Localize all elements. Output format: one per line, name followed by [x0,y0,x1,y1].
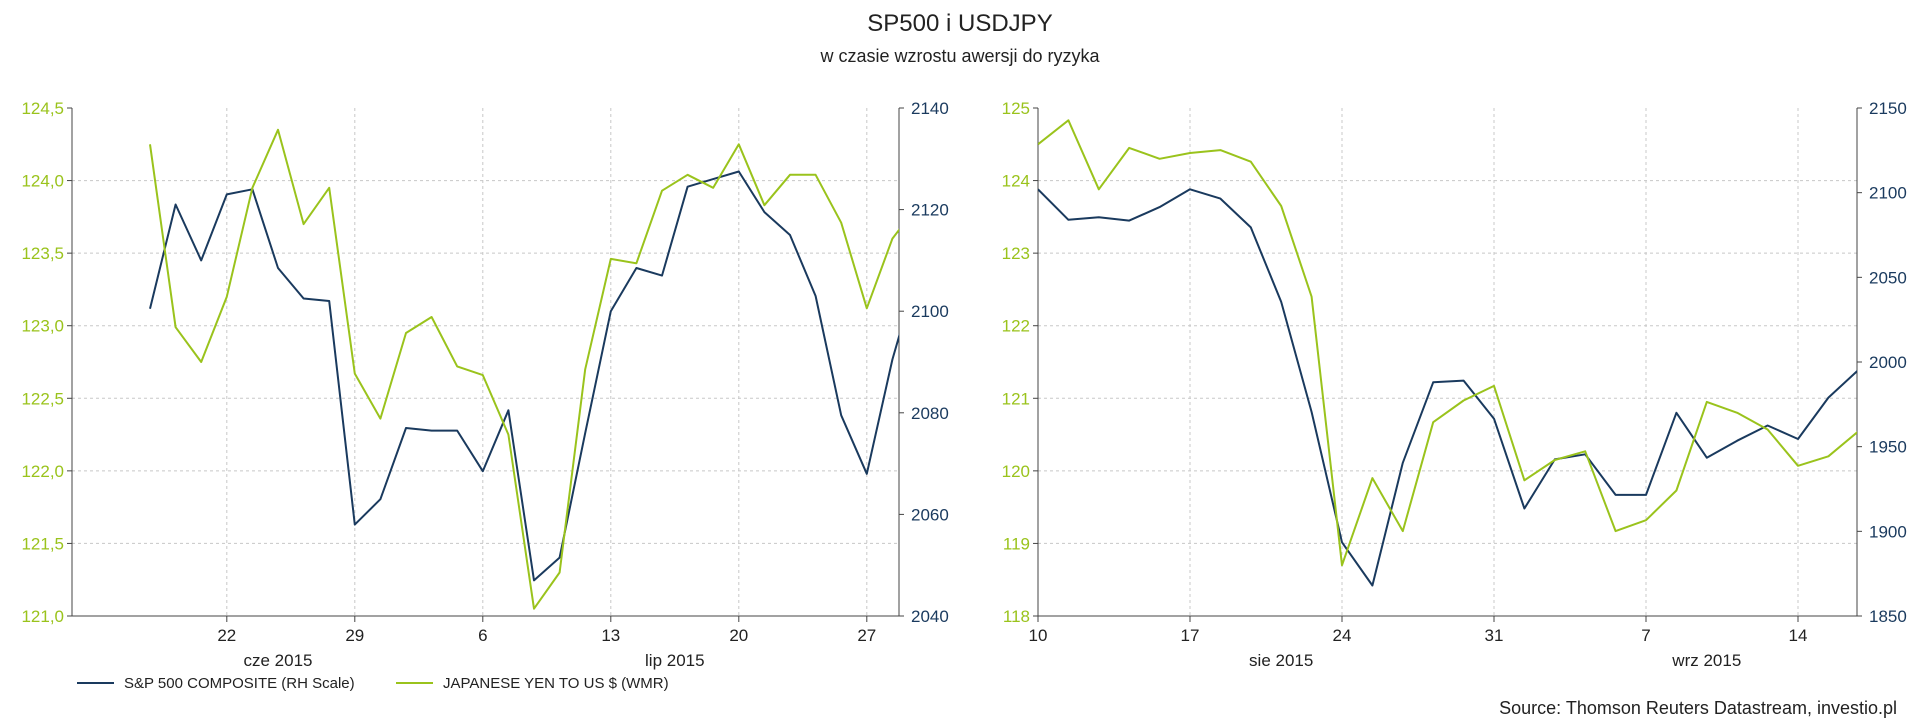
y-right-tick-label: 2060 [911,505,949,524]
series-line-usdjpy [1038,119,1857,567]
x-month-label: sie 2015 [1249,651,1313,670]
legend: S&P 500 COMPOSITE (RH Scale) JAPANESE YE… [77,675,669,692]
x-tick-label: 14 [1789,626,1808,645]
series-line-sp500 [149,170,899,582]
y-left-tick-label: 121,0 [21,607,64,626]
x-tick-label: 24 [1333,626,1352,645]
y-right-tick-label: 2100 [1869,184,1907,203]
right-panel: 118 119 120 121 122 123 124 125 1850 1900 1950 2000… [1002,99,1907,670]
y-left-tick-label: 122 [1002,317,1030,336]
y-right-tick-label: 2050 [1869,268,1907,287]
y-right-tick-label: 2000 [1869,353,1907,372]
legend-label-usdjpy: JAPANESE YEN TO US $ (WMR) [443,675,669,692]
x-tick-label: 13 [601,626,620,645]
x-month-label: wrz 2015 [1671,651,1741,670]
x-tick-label: 31 [1485,626,1504,645]
x-tick-label: 7 [1641,626,1650,645]
y-left-tick-label: 122,0 [21,462,64,481]
left-panel: 121,0 121,5 122,0 122,5 123,0 123,5 124,0 124,5… [21,99,949,670]
chart-subtitle: w czasie wzrostu awersji do ryzyka [819,46,1100,66]
series-line-usdjpy [149,128,899,610]
y-right-tick-label: 2080 [911,404,949,423]
y-left-tick-label: 125 [1002,99,1030,118]
x-tick-label: 27 [857,626,876,645]
y-right-tick-label: 1850 [1869,607,1907,626]
y-left-tick-label: 121,5 [21,534,64,553]
y-right-tick-label: 1950 [1869,438,1907,457]
chart-title: SP500 i USDJPY [867,10,1052,37]
series-line-sp500 [1038,188,1857,587]
y-left-tick-label: 119 [1003,534,1030,553]
y-right-tick-label: 2150 [1869,99,1907,118]
y-left-tick-label: 120 [1002,462,1030,481]
x-tick-label: 22 [217,626,236,645]
source-note: Source: Thomson Reuters Datastream, inve… [1499,698,1897,718]
x-month-label: cze 2015 [244,651,313,670]
x-tick-label: 6 [478,626,487,645]
y-right-tick-label: 2040 [911,607,949,626]
x-tick-label: 10 [1029,626,1048,645]
y-right-tick-label: 2120 [911,201,949,220]
y-left-tick-label: 124,5 [21,99,64,118]
legend-label-sp500: S&P 500 COMPOSITE (RH Scale) [124,675,355,692]
x-tick-label: 17 [1181,626,1200,645]
y-left-tick-label: 124,0 [21,172,64,191]
y-left-tick-label: 124 [1002,172,1030,191]
x-tick-label: 20 [729,626,748,645]
y-left-tick-label: 121 [1002,389,1030,408]
x-month-label: lip 2015 [645,651,705,670]
y-right-tick-label: 1900 [1869,522,1907,541]
x-tick-label: 29 [345,626,364,645]
y-left-tick-label: 122,5 [21,389,64,408]
y-left-tick-label: 123 [1002,244,1030,263]
y-right-tick-label: 2100 [911,302,949,321]
y-right-tick-label: 2140 [911,99,949,118]
y-left-tick-label: 123,5 [21,244,64,263]
y-left-tick-label: 123,0 [21,317,64,336]
y-left-tick-label: 118 [1003,607,1030,626]
